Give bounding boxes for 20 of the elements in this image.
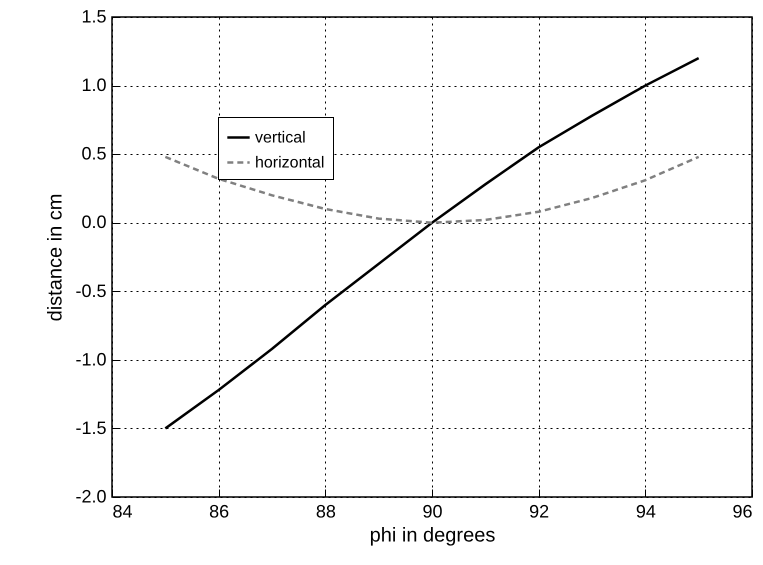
y-tick-label: 1.5	[81, 6, 106, 26]
y-tick-label: 0.0	[81, 212, 106, 232]
x-tick-label: 94	[636, 502, 656, 522]
x-tick-label: 96	[732, 502, 752, 522]
x-tick-label: 84	[112, 502, 133, 522]
line-series	[164, 156, 700, 224]
y-tick-label: 1.0	[81, 75, 106, 96]
y-tick-label: 0.5	[81, 144, 106, 164]
y-axis-title: distance in cm	[44, 194, 66, 322]
legend-label: vertical	[255, 130, 306, 146]
x-tick-label: 92	[529, 502, 550, 522]
legend-label: horizontal	[255, 154, 324, 172]
x-tick-label: 88	[316, 502, 336, 522]
y-tick-label: -2.0	[75, 486, 106, 506]
y-tick-label: -1.0	[75, 349, 106, 370]
y-tick-label: -1.5	[75, 418, 106, 438]
x-axis-title: phi in degrees	[370, 524, 496, 546]
x-tick-label: 90	[422, 502, 443, 522]
x-tick-label: 86	[209, 502, 230, 522]
y-tick-label: -0.5	[75, 280, 106, 301]
